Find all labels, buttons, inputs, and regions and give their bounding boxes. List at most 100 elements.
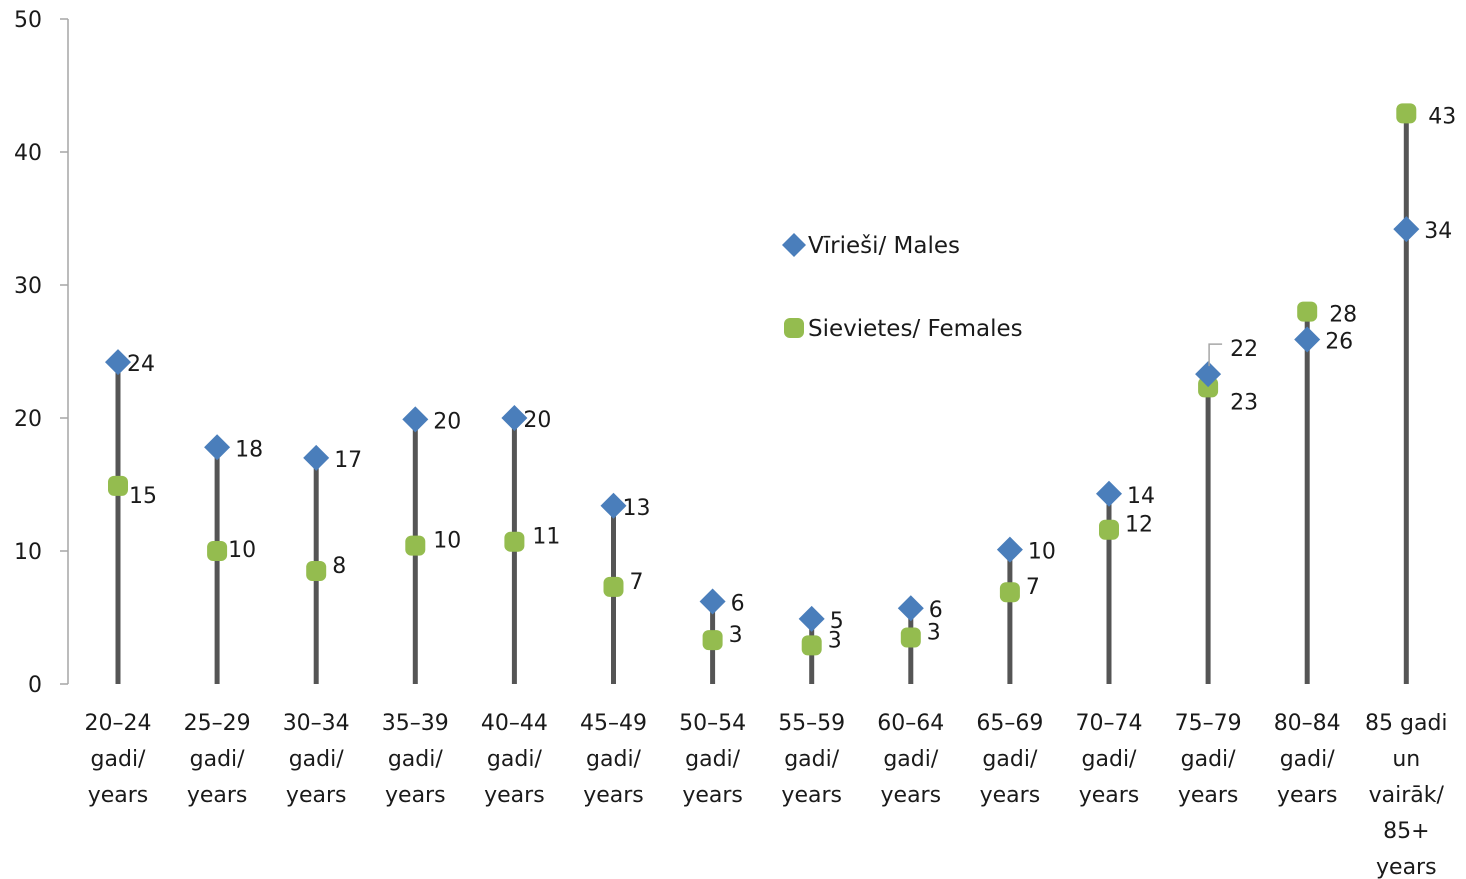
x-category-label-line: 75–79 xyxy=(1175,711,1242,736)
male-value-label: 6 xyxy=(731,592,745,617)
x-category-label-line: years xyxy=(1277,783,1338,808)
x-category-label-line: 80–84 xyxy=(1274,711,1341,736)
female-marker xyxy=(603,576,624,597)
legend: Vīrieši/ Males Sievietes/ Females xyxy=(782,233,1023,342)
male-marker xyxy=(699,588,726,615)
male-value-label: 5 xyxy=(830,609,844,634)
x-category-label: 25–29 gadi/years xyxy=(184,711,251,808)
x-category-label: 50–54 gadi/years xyxy=(679,711,746,808)
x-category-label-line: 35–39 xyxy=(382,711,449,736)
male-marker xyxy=(600,492,627,519)
male-marker xyxy=(1294,326,1321,353)
legend-female-label: Sievietes/ Females xyxy=(808,316,1023,342)
x-category-label-line: 55–59 xyxy=(778,711,845,736)
male-marker xyxy=(1195,361,1222,388)
x-category-label-line: gadi/ xyxy=(91,747,147,772)
x-category-label-line: years xyxy=(682,783,743,808)
y-tick-label: 40 xyxy=(14,141,42,166)
female-value-label: 12 xyxy=(1125,513,1153,538)
male-marker xyxy=(402,406,429,433)
data-markers xyxy=(105,103,1420,656)
male-value-label: 18 xyxy=(235,437,263,462)
x-category-label-line: 85 gadi xyxy=(1365,711,1448,736)
female-marker xyxy=(306,560,327,581)
x-category-label-line: years xyxy=(583,783,644,808)
x-category-label: 20–24 gadi/years xyxy=(85,711,152,808)
x-category-label-line: years xyxy=(187,783,248,808)
axes: 0 10 20 30 40 50 xyxy=(14,8,69,698)
x-category-label-line: gadi/ xyxy=(1082,747,1138,772)
x-category-label: 60–64 gadi/years xyxy=(877,711,944,808)
x-category-label-line: 65–69 xyxy=(976,711,1043,736)
legend-male-label: Vīrieši/ Males xyxy=(808,233,960,259)
x-category-label-line: vairāk/ xyxy=(1369,783,1445,808)
female-marker xyxy=(801,635,822,656)
female-value-label: 23 xyxy=(1230,390,1258,415)
female-value-label: 15 xyxy=(129,484,157,509)
female-value-label: 7 xyxy=(1026,575,1040,600)
category-labels: 20–24 gadi/years 25–29 gadi/years 30–34 gadi/… xyxy=(85,711,1448,879)
x-category-label-line: gadi/ xyxy=(190,747,246,772)
male-marker xyxy=(105,349,131,376)
data-labels: 2415181017820102011137635363107141222232… xyxy=(127,104,1456,653)
x-category-label-line: years xyxy=(286,783,347,808)
x-category-label-line: gadi/ xyxy=(982,747,1038,772)
x-category-label: 70–74 gadi/years xyxy=(1076,711,1143,808)
male-marker xyxy=(996,536,1023,563)
x-category-label: 40–44 gadi/years xyxy=(481,711,548,808)
x-category-label-line: gadi/ xyxy=(685,747,741,772)
female-value-label: 7 xyxy=(630,570,644,595)
male-value-label: 10 xyxy=(1028,540,1056,565)
male-value-label: 14 xyxy=(1127,484,1155,509)
x-category-label-line: years xyxy=(1178,783,1239,808)
x-category-label: 45–49 gadi/years xyxy=(580,711,647,808)
female-marker xyxy=(504,531,525,552)
female-marker xyxy=(999,582,1020,603)
x-category-label-line: gadi/ xyxy=(883,747,939,772)
y-tick-label: 20 xyxy=(14,407,42,432)
y-tick-label: 10 xyxy=(14,540,42,565)
x-category-label-line: 30–34 xyxy=(283,711,350,736)
female-marker xyxy=(1198,377,1219,398)
female-marker xyxy=(702,630,723,651)
male-value-label: 34 xyxy=(1424,219,1452,244)
x-category-label: 80–84 gadi/years xyxy=(1274,711,1341,808)
male-marker xyxy=(897,595,924,622)
x-category-label: 30–34 gadi/years xyxy=(283,711,350,808)
female-value-label: 10 xyxy=(433,529,461,554)
x-category-label-line: 25–29 xyxy=(184,711,251,736)
label-leader-line xyxy=(1208,343,1223,367)
x-category-label-line: gadi/ xyxy=(1280,747,1336,772)
female-value-label: 8 xyxy=(332,554,346,579)
female-value-label: 11 xyxy=(532,525,560,550)
x-category-label-line: years xyxy=(484,783,545,808)
female-marker xyxy=(108,475,128,496)
x-category-label-line: 45–49 xyxy=(580,711,647,736)
x-category-label: 75–79 gadi/years xyxy=(1175,711,1242,808)
female-value-label: 3 xyxy=(828,628,842,653)
male-value-label: 6 xyxy=(929,598,943,623)
x-category-label-line: 40–44 xyxy=(481,711,548,736)
female-marker xyxy=(1297,301,1318,322)
x-category-label-line: 50–54 xyxy=(679,711,746,736)
x-category-label-line: years xyxy=(781,783,842,808)
y-tick-label: 30 xyxy=(14,274,42,299)
x-category-label-line: 70–74 xyxy=(1076,711,1143,736)
x-category-label-line: un xyxy=(1392,747,1420,772)
x-category-label-line: gadi/ xyxy=(586,747,642,772)
legend-male-marker xyxy=(782,233,806,257)
x-category-label-line: 20–24 xyxy=(85,711,152,736)
x-category-label-line: gadi/ xyxy=(487,747,543,772)
female-marker xyxy=(207,541,228,561)
female-marker xyxy=(900,627,921,648)
female-value-label: 3 xyxy=(729,623,743,648)
x-category-label: 65–69 gadi/years xyxy=(976,711,1043,808)
male-value-label: 22 xyxy=(1230,337,1258,362)
male-value-label: 13 xyxy=(623,496,651,521)
male-value-label: 20 xyxy=(433,409,461,434)
female-value-label: 43 xyxy=(1428,104,1456,129)
x-category-label-line: years xyxy=(88,783,149,808)
female-value-label: 3 xyxy=(927,620,941,645)
male-marker xyxy=(1393,216,1420,243)
male-value-label: 20 xyxy=(523,408,551,433)
